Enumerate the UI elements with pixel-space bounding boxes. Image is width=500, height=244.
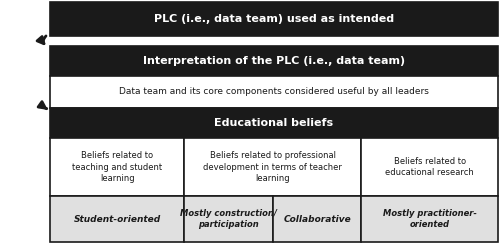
Text: Data team and its core components considered useful by all leaders: Data team and its core components consid… xyxy=(119,88,429,96)
Bar xyxy=(362,196,498,242)
Bar xyxy=(184,138,362,196)
Bar xyxy=(50,108,498,138)
Text: Beliefs related to
educational research: Beliefs related to educational research xyxy=(386,157,474,177)
Bar xyxy=(273,196,362,242)
Text: Mostly construction/
participation: Mostly construction/ participation xyxy=(180,209,277,229)
Bar xyxy=(50,76,498,108)
Bar xyxy=(50,196,184,242)
Text: Student-oriented: Student-oriented xyxy=(74,214,161,224)
Text: Educational beliefs: Educational beliefs xyxy=(214,118,334,128)
Text: PLC (i.e., data team) used as intended: PLC (i.e., data team) used as intended xyxy=(154,14,394,24)
Bar xyxy=(50,46,498,76)
Bar xyxy=(184,196,273,242)
Bar xyxy=(50,2,498,36)
Text: Collaborative: Collaborative xyxy=(283,214,351,224)
Bar xyxy=(362,138,498,196)
Text: Beliefs related to professional
development in terms of teacher
learning: Beliefs related to professional developm… xyxy=(204,151,342,183)
Text: Interpretation of the PLC (i.e., data team): Interpretation of the PLC (i.e., data te… xyxy=(143,56,405,66)
Bar xyxy=(50,138,184,196)
Text: Beliefs related to
teaching and student
learning: Beliefs related to teaching and student … xyxy=(72,151,162,183)
Text: Mostly practitioner-
oriented: Mostly practitioner- oriented xyxy=(382,209,476,229)
